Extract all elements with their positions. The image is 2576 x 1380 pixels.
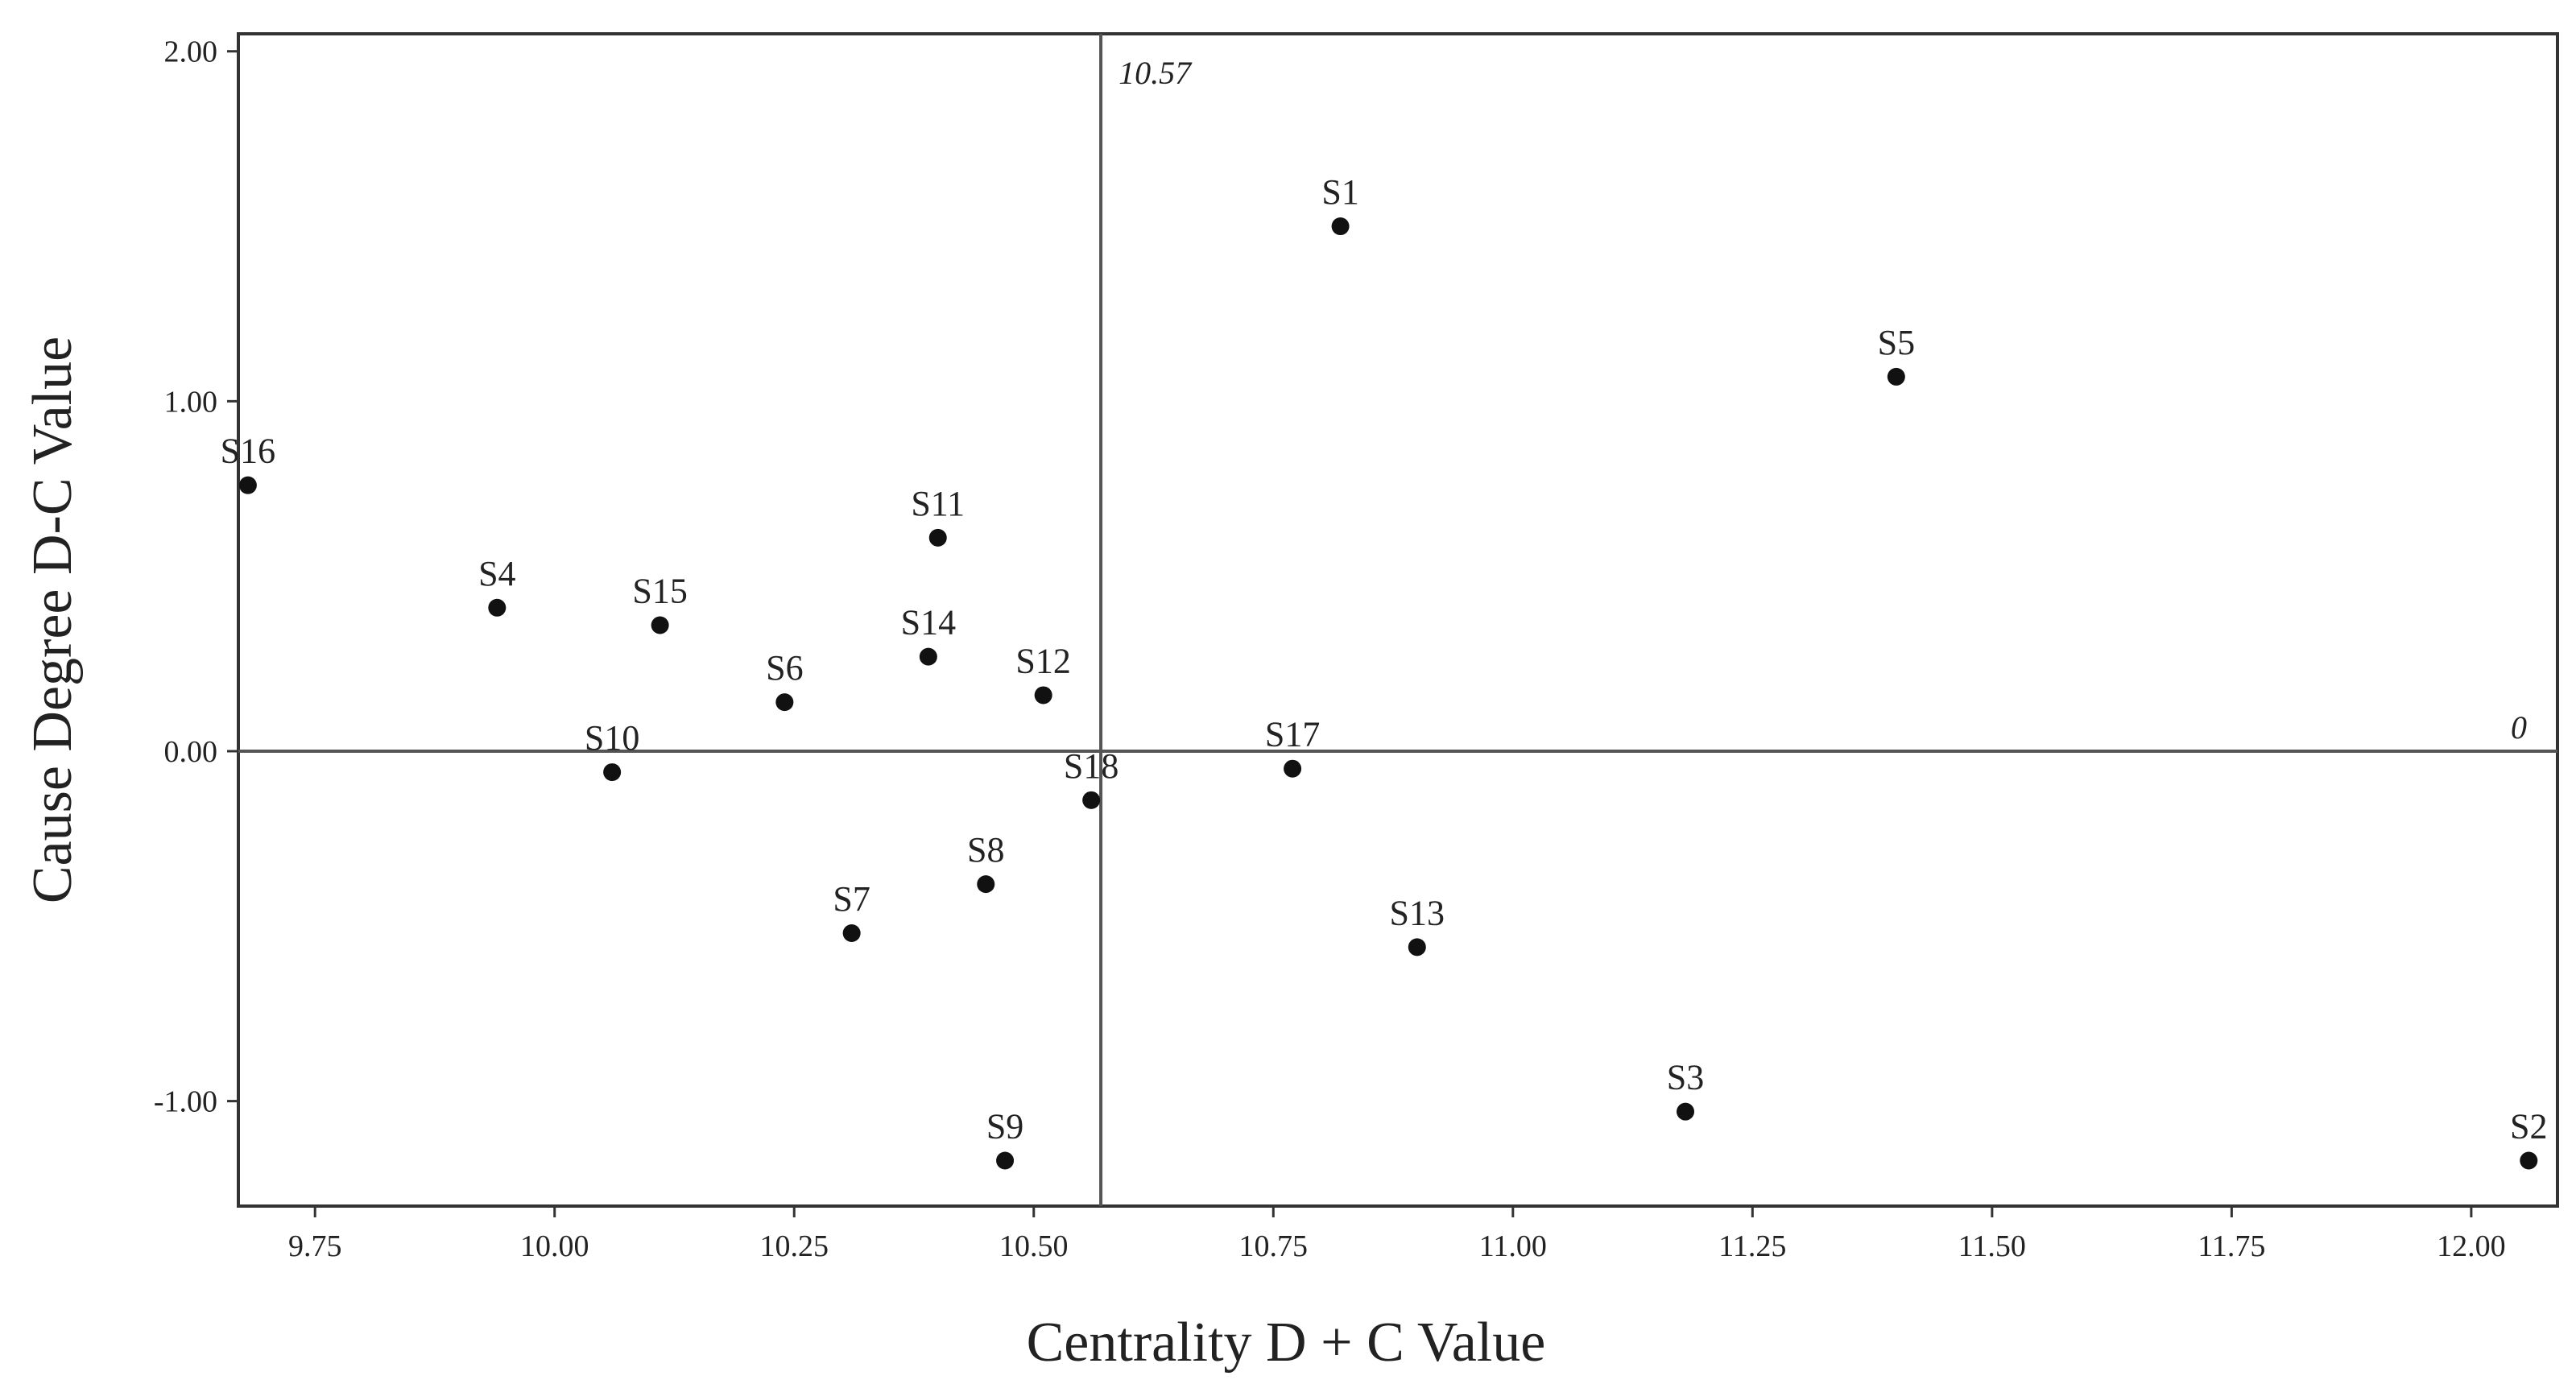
point-s12 (1034, 686, 1052, 704)
x-tick-label: 10.75 (1239, 1229, 1309, 1263)
x-tick-label: 10.25 (759, 1229, 829, 1263)
point-s7 (842, 923, 861, 942)
point-label-s4: S4 (478, 554, 515, 593)
vertical-reference-label: 10.57 (1118, 55, 1193, 91)
x-tick-label: 11.25 (1718, 1229, 1786, 1263)
point-s18 (1082, 791, 1101, 809)
point-label-s16: S16 (221, 432, 275, 471)
point-s4 (488, 598, 507, 617)
horizontal-reference-label: 0 (2511, 709, 2527, 746)
x-tick-label: 11.75 (2198, 1229, 2265, 1263)
x-axis-ticks: 9.75 10.00 10.25 10.50 10.75 11.00 11.25 11.50 1… (288, 1206, 2506, 1263)
x-tick-label: 9.75 (288, 1229, 342, 1263)
point-label-s12: S12 (1015, 641, 1070, 680)
point-s1 (1331, 217, 1350, 236)
point-label-s18: S18 (1064, 746, 1118, 786)
y-tick-label: -1.00 (154, 1085, 217, 1119)
y-axis-ticks: 2.00 1.00 0.00 -1.00 (154, 35, 238, 1119)
point-s10 (603, 763, 622, 782)
y-axis-title: Cause Degree D-C Value (22, 337, 84, 903)
point-label-s11: S11 (911, 484, 965, 523)
x-axis-title: Centrality D + C Value (1027, 1312, 1546, 1374)
data-points: S1 S2 S3 S4 S5 S6 S7 S8 S9 S10 S11 S12 S13 S14 S15 S16 S… (221, 172, 2548, 1170)
point-label-s17: S17 (1265, 715, 1320, 754)
point-label-s10: S10 (585, 718, 639, 758)
point-label-s1: S1 (1321, 172, 1358, 212)
point-label-s8: S8 (967, 830, 1004, 870)
plot-frame (237, 32, 2559, 1208)
point-label-s7: S7 (833, 879, 870, 919)
point-label-s9: S9 (986, 1106, 1023, 1146)
point-s11 (928, 528, 947, 547)
reference-lines: 10.57 0 (238, 34, 2557, 1206)
point-s6 (775, 693, 794, 712)
point-s2 (2520, 1151, 2538, 1170)
x-tick-label: 11.50 (1958, 1229, 2026, 1263)
point-s9 (996, 1151, 1015, 1170)
point-label-s6: S6 (766, 648, 803, 688)
point-s3 (1677, 1102, 1695, 1121)
point-label-s2: S2 (2510, 1106, 2547, 1146)
point-s17 (1284, 759, 1302, 778)
point-s16 (238, 476, 257, 494)
point-s14 (919, 647, 937, 666)
point-label-s13: S13 (1390, 893, 1445, 932)
x-tick-label: 12.00 (2437, 1229, 2506, 1263)
y-tick-label: 2.00 (164, 35, 218, 69)
point-s13 (1408, 938, 1426, 956)
point-s5 (1887, 367, 1905, 386)
point-label-s5: S5 (1878, 323, 1915, 362)
x-tick-label: 10.50 (999, 1229, 1069, 1263)
x-tick-label: 11.00 (1479, 1229, 1547, 1263)
x-tick-label: 10.00 (520, 1229, 589, 1263)
y-tick-label: 1.00 (164, 385, 218, 419)
point-label-s14: S14 (901, 603, 956, 642)
point-s15 (651, 616, 669, 634)
point-label-s15: S15 (632, 572, 687, 611)
y-tick-label: 0.00 (164, 735, 218, 769)
point-s8 (977, 875, 995, 894)
point-label-s3: S3 (1667, 1058, 1704, 1097)
